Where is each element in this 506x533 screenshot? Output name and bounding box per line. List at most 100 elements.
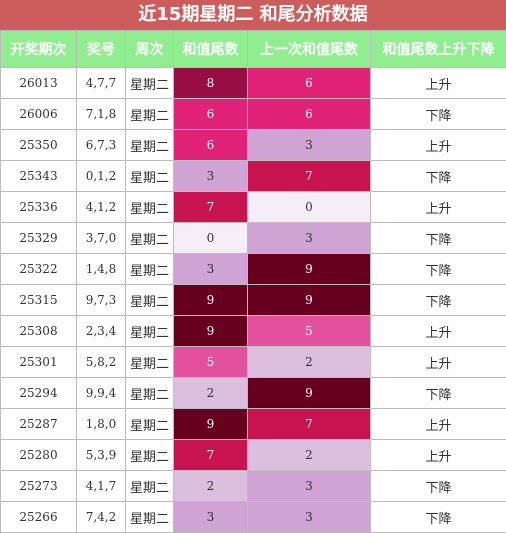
cell-period: 25273 bbox=[1, 471, 77, 502]
cell-tail: 3 bbox=[174, 254, 248, 285]
header-trend: 和值尾数上升下降 bbox=[371, 31, 506, 68]
cell-numbers: 7,1,8 bbox=[77, 99, 126, 130]
cell-prev-tail: 5 bbox=[248, 316, 371, 347]
cell-trend: 下降 bbox=[371, 99, 506, 130]
cell-period: 25308 bbox=[1, 316, 77, 347]
cell-period: 25301 bbox=[1, 347, 77, 378]
cell-trend: 上升 bbox=[371, 440, 506, 471]
cell-week: 星期二 bbox=[126, 223, 174, 254]
cell-prev-tail: 6 bbox=[248, 68, 371, 99]
cell-prev-tail: 2 bbox=[248, 440, 371, 471]
cell-numbers: 9,9,4 bbox=[77, 378, 126, 409]
cell-trend: 下降 bbox=[371, 285, 506, 316]
cell-tail: 6 bbox=[174, 130, 248, 161]
cell-period: 25343 bbox=[1, 161, 77, 192]
cell-period: 25322 bbox=[1, 254, 77, 285]
cell-week: 星期二 bbox=[126, 130, 174, 161]
header-week: 周次 bbox=[126, 31, 174, 68]
cell-period: 26013 bbox=[1, 68, 77, 99]
cell-numbers: 0,1,2 bbox=[77, 161, 126, 192]
cell-week: 星期二 bbox=[126, 68, 174, 99]
cell-trend: 下降 bbox=[371, 378, 506, 409]
cell-trend: 下降 bbox=[371, 223, 506, 254]
cell-numbers: 5,8,2 bbox=[77, 347, 126, 378]
header-row: 开奖期次 奖号 周次 和值尾数 上一次和值尾数 和值尾数上升下降 bbox=[1, 31, 506, 68]
cell-trend: 下降 bbox=[371, 502, 506, 533]
cell-tail: 6 bbox=[174, 99, 248, 130]
cell-tail: 3 bbox=[174, 502, 248, 533]
cell-tail: 2 bbox=[174, 378, 248, 409]
cell-numbers: 7,4,2 bbox=[77, 502, 126, 533]
header-prev-tail: 上一次和值尾数 bbox=[248, 31, 371, 68]
cell-week: 星期二 bbox=[126, 440, 174, 471]
cell-tail: 5 bbox=[174, 347, 248, 378]
cell-trend: 下降 bbox=[371, 471, 506, 502]
cell-numbers: 9,7,3 bbox=[77, 285, 126, 316]
cell-period: 25336 bbox=[1, 192, 77, 223]
cell-week: 星期二 bbox=[126, 347, 174, 378]
cell-tail: 9 bbox=[174, 409, 248, 440]
cell-numbers: 4,7,7 bbox=[77, 68, 126, 99]
cell-numbers: 1,4,8 bbox=[77, 254, 126, 285]
cell-period: 25329 bbox=[1, 223, 77, 254]
cell-prev-tail: 9 bbox=[248, 285, 371, 316]
cell-prev-tail: 3 bbox=[248, 223, 371, 254]
cell-trend: 下降 bbox=[371, 161, 506, 192]
header-period: 开奖期次 bbox=[1, 31, 77, 68]
cell-week: 星期二 bbox=[126, 378, 174, 409]
cell-week: 星期二 bbox=[126, 99, 174, 130]
cell-prev-tail: 7 bbox=[248, 409, 371, 440]
cell-trend: 上升 bbox=[371, 409, 506, 440]
cell-week: 星期二 bbox=[126, 409, 174, 440]
cell-prev-tail: 2 bbox=[248, 347, 371, 378]
header-tail: 和值尾数 bbox=[174, 31, 248, 68]
cell-period: 25287 bbox=[1, 409, 77, 440]
cell-numbers: 6,7,3 bbox=[77, 130, 126, 161]
cell-week: 星期二 bbox=[126, 316, 174, 347]
cell-prev-tail: 0 bbox=[248, 192, 371, 223]
cell-period: 25280 bbox=[1, 440, 77, 471]
page-title: 近15期星期二 和尾分析数据 bbox=[0, 0, 506, 30]
cell-trend: 上升 bbox=[371, 130, 506, 161]
cell-tail: 9 bbox=[174, 285, 248, 316]
cell-numbers: 2,3,4 bbox=[77, 316, 126, 347]
cell-tail: 0 bbox=[174, 223, 248, 254]
cell-trend: 下降 bbox=[371, 254, 506, 285]
cell-prev-tail: 3 bbox=[248, 502, 371, 533]
cell-numbers: 4,1,2 bbox=[77, 192, 126, 223]
cell-period: 25266 bbox=[1, 502, 77, 533]
cell-tail: 7 bbox=[174, 192, 248, 223]
cell-prev-tail: 6 bbox=[248, 99, 371, 130]
cell-tail: 3 bbox=[174, 161, 248, 192]
cell-numbers: 1,8,0 bbox=[77, 409, 126, 440]
cell-period: 25294 bbox=[1, 378, 77, 409]
cell-week: 星期二 bbox=[126, 254, 174, 285]
cell-week: 星期二 bbox=[126, 161, 174, 192]
cell-week: 星期二 bbox=[126, 192, 174, 223]
cell-tail: 8 bbox=[174, 68, 248, 99]
cell-prev-tail: 3 bbox=[248, 130, 371, 161]
cell-week: 星期二 bbox=[126, 471, 174, 502]
cell-tail: 7 bbox=[174, 440, 248, 471]
cell-tail: 2 bbox=[174, 471, 248, 502]
cell-prev-tail: 9 bbox=[248, 378, 371, 409]
cell-trend: 上升 bbox=[371, 68, 506, 99]
header-numbers: 奖号 bbox=[77, 31, 126, 68]
cell-week: 星期二 bbox=[126, 502, 174, 533]
